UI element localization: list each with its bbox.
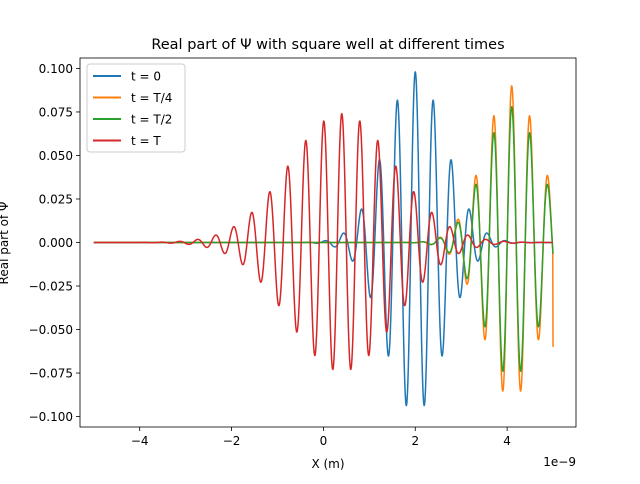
x-axis-label: X (m): [311, 457, 344, 471]
chart-title: Real part of Ψ with square well at diffe…: [151, 37, 504, 53]
x-axis-scale-label: 1e−9: [543, 455, 576, 469]
y-axis-label: Real part of Ψ: [0, 202, 11, 285]
series-layer: [93, 71, 554, 407]
x-tick-label: −2: [223, 434, 241, 448]
y-tick-label: 0.025: [39, 192, 73, 206]
legend-box: [86, 63, 186, 153]
y-tick-label: 0.075: [39, 105, 73, 119]
y-tick-label: −0.025: [29, 280, 73, 294]
y-tick-label: −0.050: [29, 323, 73, 337]
x-tick-label: 2: [411, 434, 419, 448]
legend-label: t = T/2: [131, 113, 172, 127]
y-tick-label: −0.100: [29, 410, 73, 424]
legend-label: t = T/4: [131, 91, 172, 105]
y-tick-label: 0.050: [39, 149, 73, 163]
y-tick-label: 0.000: [39, 236, 73, 250]
y-axis: −0.100 −0.075 −0.050 −0.025 0.000 0.025 0.050 0…: [29, 62, 80, 424]
series-line-t-t: [93, 112, 554, 371]
y-tick-label: −0.075: [29, 367, 73, 381]
legend: t = 0 t = T/4 t = T/2 t = T: [86, 63, 186, 153]
x-axis: −4 −2 0 2 4: [131, 427, 511, 448]
x-tick-label: 0: [320, 434, 328, 448]
legend-label: t = T: [131, 134, 161, 148]
legend-label: t = 0: [131, 70, 161, 84]
x-tick-label: 4: [503, 434, 511, 448]
x-tick-label: −4: [131, 434, 149, 448]
y-tick-label: 0.100: [39, 62, 73, 76]
